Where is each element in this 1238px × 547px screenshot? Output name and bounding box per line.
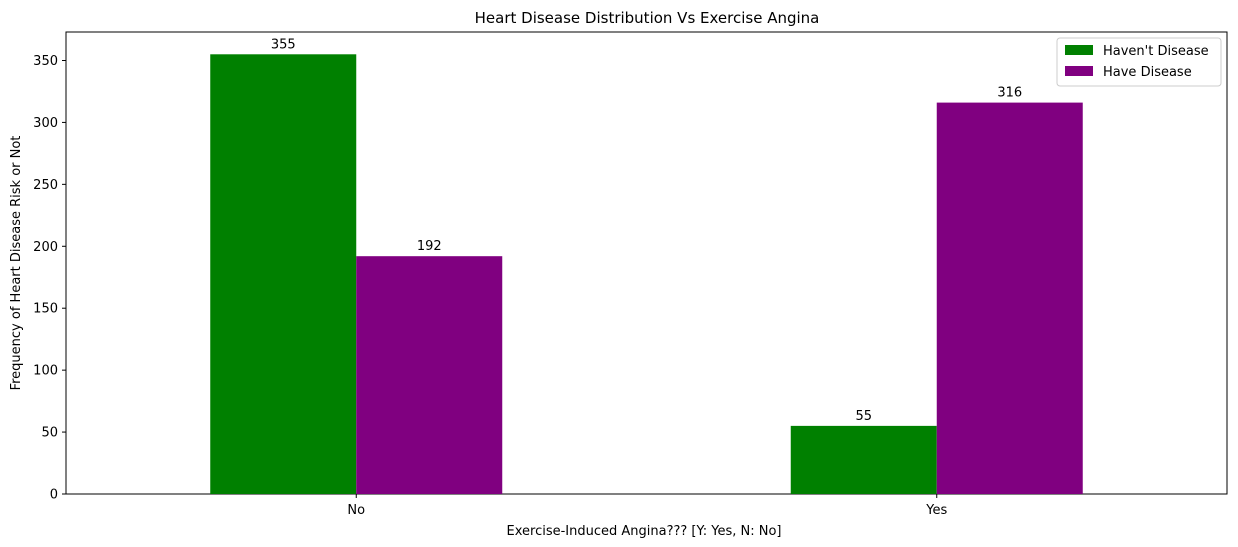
legend-swatch-havent-disease xyxy=(1065,45,1093,55)
bar-have-disease-yes xyxy=(936,102,1083,495)
y-tick-label: 150 xyxy=(33,302,58,317)
x-tick-label: No xyxy=(347,503,365,518)
y-tick-label: 0 xyxy=(50,488,58,503)
y-tick-label: 300 xyxy=(33,116,58,131)
legend-label-havent-disease: Haven't Disease xyxy=(1103,44,1209,59)
legend-label-have-disease: Have Disease xyxy=(1103,65,1192,80)
legend: Haven't Disease Have Disease xyxy=(1056,37,1222,87)
plot-area-frame xyxy=(65,31,1228,495)
bar-haven-t-disease-yes xyxy=(790,425,937,494)
bar-value-label: 355 xyxy=(271,37,296,52)
bars-group xyxy=(210,54,1083,495)
y-tick-label: 350 xyxy=(33,54,58,69)
y-axis-label: Frequency of Heart Disease Risk or Not xyxy=(9,136,24,391)
bar-haven-t-disease-no xyxy=(210,54,357,494)
legend-swatch-have-disease xyxy=(1065,66,1093,76)
legend-frame xyxy=(1056,37,1222,87)
x-axis-ticks: No Yes xyxy=(347,494,947,518)
bar-value-label: 192 xyxy=(417,239,442,254)
y-tick-label: 200 xyxy=(33,240,58,255)
y-tick-label: 250 xyxy=(33,178,58,193)
bar-labels-group: 355 55 192 316 xyxy=(271,37,1022,424)
chart-title: Heart Disease Distribution Vs Exercise A… xyxy=(475,9,820,27)
y-tick-label: 50 xyxy=(41,426,58,441)
x-tick-label: Yes xyxy=(925,503,947,518)
bar-have-disease-no xyxy=(356,256,503,494)
bar-value-label: 55 xyxy=(855,409,872,424)
x-axis-label: Exercise-Induced Angina??? [Y: Yes, N: N… xyxy=(507,524,782,539)
bar-value-label: 316 xyxy=(997,86,1022,101)
y-axis-ticks: 0 50 100 150 200 250 300 350 xyxy=(33,54,66,503)
y-tick-label: 100 xyxy=(33,364,58,379)
